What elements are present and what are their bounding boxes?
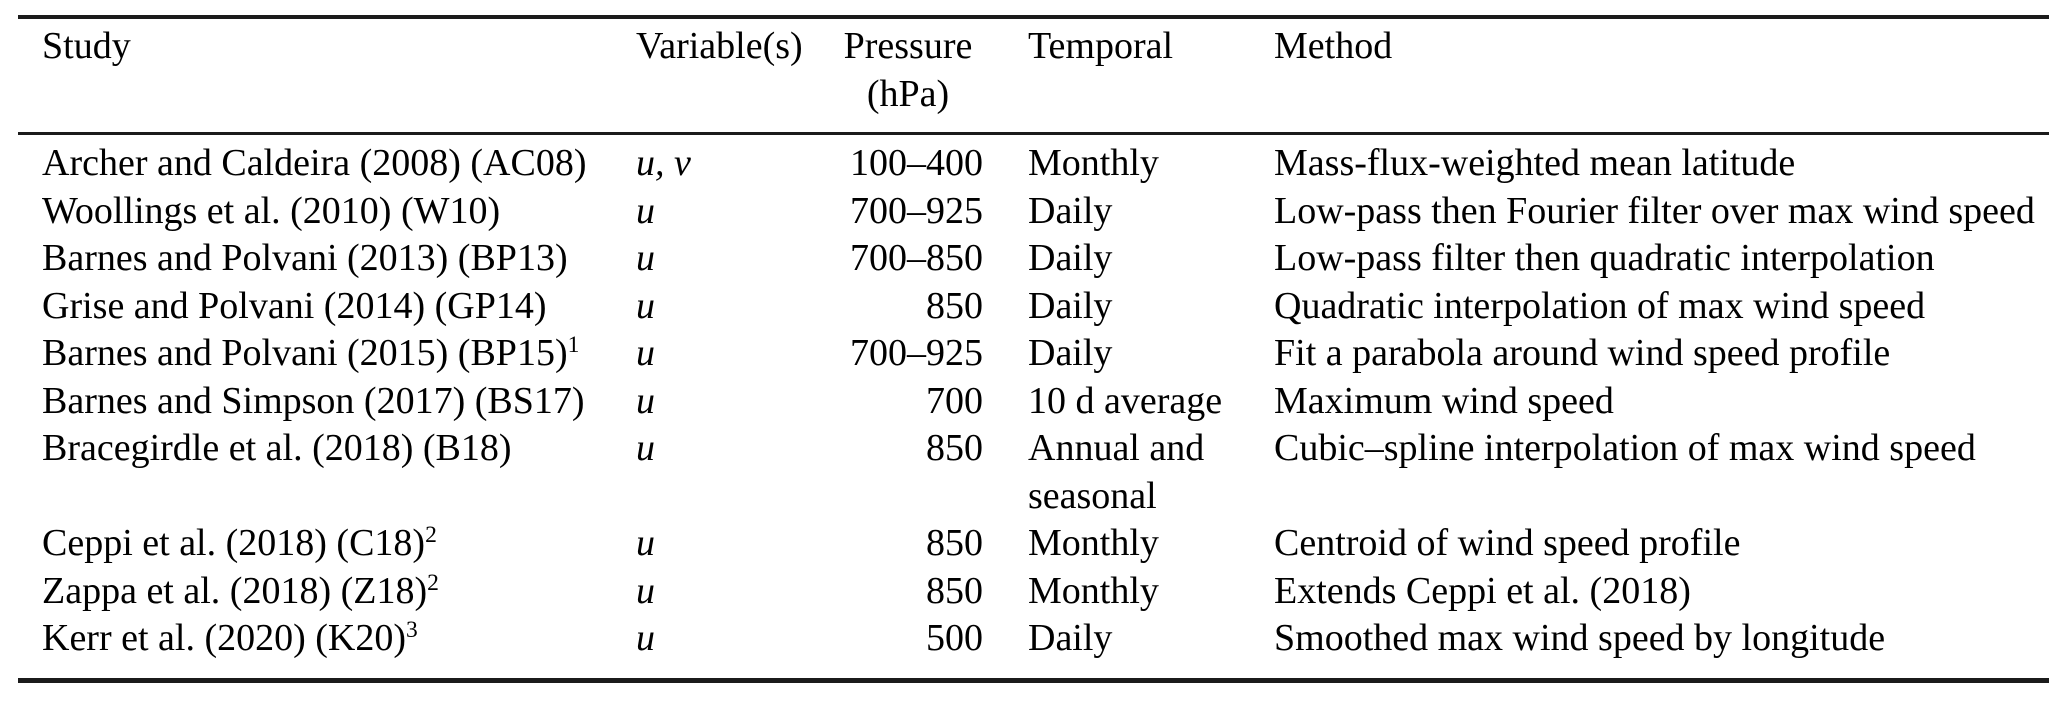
temporal-cell: Daily <box>1028 237 1113 279</box>
study-cell: Ceppi et al. (2018) (C18) <box>42 522 426 564</box>
table-row: Barnes and Polvani (2013) (BP13) u 700–8… <box>18 235 2049 283</box>
temporal-cell: Monthly <box>1028 569 1159 612</box>
variables-cell: u <box>636 522 655 564</box>
table-top-rule <box>18 15 2049 19</box>
variables-cell: u <box>636 427 655 469</box>
temporal-cell: Monthly <box>1028 142 1159 184</box>
table-row: Zappa et al. (2018) (Z18)2 u 850 Monthly… <box>18 568 2049 616</box>
table-row: Woollings et al. (2010) (W10) u 700–925 … <box>18 188 2049 236</box>
temporal-cell: Monthly <box>1028 522 1159 564</box>
temporal-cell: Daily <box>1028 189 1113 232</box>
method-cell: Maximum wind speed <box>1274 379 1614 422</box>
pressure-cell: 700–925 <box>850 189 983 232</box>
study-cell: Barnes and Polvani (2013) (BP13) <box>42 237 568 279</box>
method-cell: Smoothed max wind speed by longitude <box>1274 617 1886 659</box>
variables-cell: u <box>636 569 655 612</box>
study-cell: Kerr et al. (2020) (K20) <box>42 617 407 659</box>
variables-cell: u <box>636 189 655 232</box>
variables-cell: u <box>636 332 655 374</box>
study-cell: Grise and Polvani (2014) (GP14) <box>42 284 547 327</box>
column-header-temporal: Temporal <box>1028 25 1174 67</box>
pressure-cell: 850 <box>926 284 983 327</box>
pressure-cell: 850 <box>926 522 983 564</box>
temporal-cell: Daily <box>1028 284 1113 327</box>
column-header-study: Study <box>42 25 131 67</box>
table-row: Barnes and Polvani (2015) (BP15)1 u 700–… <box>18 330 2049 378</box>
jet-detection-methods-table: Study Variable(s) Pressure (hPa) Tempora… <box>18 0 2049 683</box>
table-row: Grise and Polvani (2014) (GP14) u 850 Da… <box>18 283 2049 331</box>
table-row: Kerr et al. (2020) (K20)3 u 500 Daily Sm… <box>18 615 2049 663</box>
footnote-marker: 2 <box>427 569 439 596</box>
column-header-pressure: Pressure (hPa) <box>833 22 983 118</box>
table-row: Bracegirdle et al. (2018) (B18) u 850 An… <box>18 425 2049 520</box>
study-cell: Archer and Caldeira (2008) (AC08) <box>42 142 587 184</box>
table-bottom-rule <box>18 677 2049 683</box>
table-body: Archer and Caldeira (2008) (AC08) u, v 1… <box>18 140 2049 663</box>
pressure-cell: 500 <box>926 617 983 659</box>
footnote-marker: 3 <box>406 617 418 644</box>
pressure-cell: 700 <box>926 379 983 422</box>
temporal-cell: Annual and seasonal <box>1028 427 1205 517</box>
column-header-pressure-unit: (hPa) <box>866 73 950 115</box>
column-header-method: Method <box>1274 25 1393 67</box>
footnote-marker: 2 <box>425 522 437 549</box>
variables-cell: u <box>636 284 655 327</box>
study-cell: Bracegirdle et al. (2018) (B18) <box>42 427 512 469</box>
study-cell: Woollings et al. (2010) (W10) <box>42 189 501 232</box>
table-row: Ceppi et al. (2018) (C18)2 u 850 Monthly… <box>18 520 2049 568</box>
variables-cell: u <box>636 379 655 422</box>
method-cell: Low-pass filter then quadratic interpola… <box>1274 237 1935 279</box>
method-cell: Cubic–spline interpolation of max wind s… <box>1274 427 1976 469</box>
method-cell: Fit a parabola around wind speed profile <box>1274 332 1891 374</box>
variables-cell: u <box>636 617 655 659</box>
temporal-cell: Daily <box>1028 332 1113 374</box>
method-cell: Quadratic interpolation of max wind spee… <box>1274 284 1926 327</box>
variables-cell: u, v <box>636 142 691 184</box>
temporal-cell: 10 d average <box>1028 379 1223 422</box>
variables-cell: u <box>636 237 655 279</box>
column-header-variables: Variable(s) <box>636 25 803 67</box>
pressure-cell: 850 <box>926 569 983 612</box>
table-row: Barnes and Simpson (2017) (BS17) u 700 1… <box>18 378 2049 426</box>
table-header-row: Study Variable(s) Pressure (hPa) Tempora… <box>18 22 2049 118</box>
study-cell: Zappa et al. (2018) (Z18) <box>42 569 428 612</box>
study-cell: Barnes and Polvani (2015) (BP15) <box>42 332 568 374</box>
method-cell: Centroid of wind speed profile <box>1274 522 1741 564</box>
pressure-cell: 850 <box>926 427 983 469</box>
method-cell: Extends Ceppi et al. (2018) <box>1274 569 1691 612</box>
method-cell: Low-pass then Fourier filter over max wi… <box>1274 189 2035 232</box>
method-cell: Mass-flux-weighted mean latitude <box>1274 142 1796 184</box>
pressure-cell: 700–850 <box>850 237 983 279</box>
table-mid-rule <box>18 132 2049 135</box>
column-header-pressure-line1: Pressure <box>843 25 973 67</box>
pressure-cell: 700–925 <box>850 332 983 374</box>
temporal-cell: Daily <box>1028 617 1113 659</box>
table-row: Archer and Caldeira (2008) (AC08) u, v 1… <box>18 140 2049 188</box>
footnote-marker: 1 <box>567 332 580 359</box>
pressure-cell: 100–400 <box>850 142 983 184</box>
study-cell: Barnes and Simpson (2017) (BS17) <box>42 379 585 422</box>
